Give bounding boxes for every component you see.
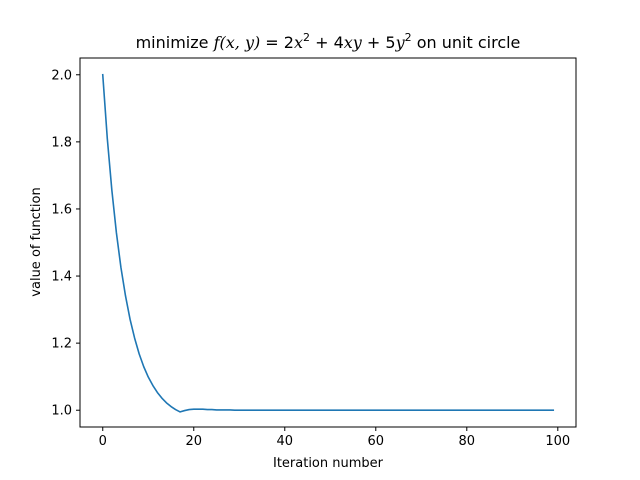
y-tick-label: 1.6 xyxy=(51,202,72,217)
x-tick-label: 40 xyxy=(276,434,293,449)
axes-frame xyxy=(79,57,577,428)
plot-area xyxy=(101,73,555,413)
x-tick-label: 80 xyxy=(459,434,476,449)
x-axis-label: Iteration number xyxy=(273,456,384,471)
y-axis-ticks: 1.0 1.2 1.4 1.6 1.8 2.0 xyxy=(51,68,80,419)
y-tick-label: 1.2 xyxy=(51,337,72,352)
series-line-1 xyxy=(101,73,555,413)
x-tick-label: 0 xyxy=(99,434,107,449)
y-tick-label: 1.4 xyxy=(51,270,72,285)
y-tick-label: 1.8 xyxy=(51,135,72,150)
y-tick-label: 1.0 xyxy=(51,404,72,419)
x-tick-label: 20 xyxy=(185,434,202,449)
x-axis-ticks: 0 20 40 60 80 100 xyxy=(99,427,570,449)
y-axis-label: value of function xyxy=(29,187,44,296)
chart-title: minimize f(x, y) = 2x2 + 4xy + 5y2 on un… xyxy=(136,31,521,52)
x-tick-label: 60 xyxy=(368,434,385,449)
x-tick-label: 100 xyxy=(545,434,570,449)
y-tick-label: 2.0 xyxy=(51,68,72,83)
